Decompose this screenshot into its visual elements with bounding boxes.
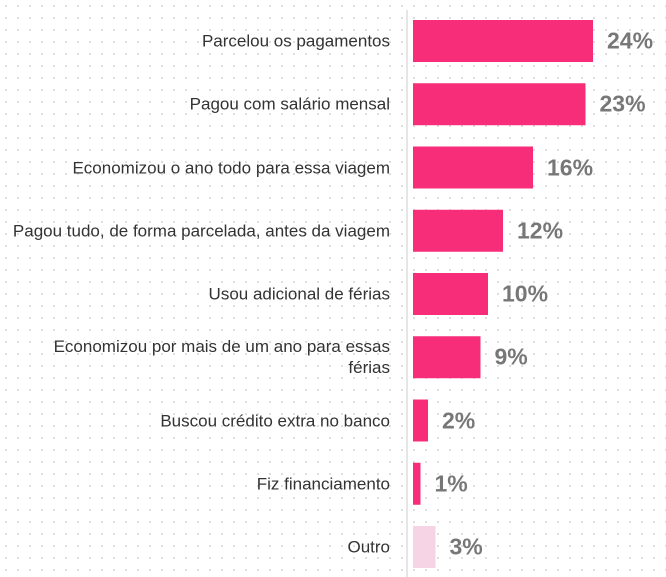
value-label: 24% (607, 27, 654, 54)
bar (413, 83, 586, 126)
bar (413, 399, 428, 442)
category-label: Outro (347, 537, 390, 557)
value-label: 10% (502, 280, 549, 307)
category-label: Pagou com salário mensal (189, 94, 390, 114)
category-label: Economizou por mais de um ano para essas… (53, 337, 390, 378)
value-label: 1% (434, 470, 468, 497)
bar (413, 526, 436, 568)
value-label: 12% (517, 217, 564, 244)
category-label: Parcelou os pagamentos (201, 31, 390, 51)
category-label: Pagou tudo, de forma parcelada, antes da… (12, 221, 390, 241)
bar (413, 146, 533, 189)
value-label: 2% (442, 407, 476, 433)
bar (413, 336, 481, 379)
bar (413, 462, 421, 505)
bar (413, 209, 503, 252)
value-label: 3% (449, 533, 483, 560)
category-label: Economizou o ano todo para essa viagem (72, 158, 390, 177)
category-label: Fiz financiamento (256, 474, 390, 494)
value-label: 23% (599, 90, 646, 117)
value-label: 16% (547, 154, 594, 180)
bar (413, 273, 488, 315)
category-label: Usou adicional de férias (208, 284, 390, 304)
value-label: 9% (494, 343, 528, 370)
category-label: Buscou crédito extra no banco (160, 411, 390, 430)
bar (413, 20, 593, 62)
